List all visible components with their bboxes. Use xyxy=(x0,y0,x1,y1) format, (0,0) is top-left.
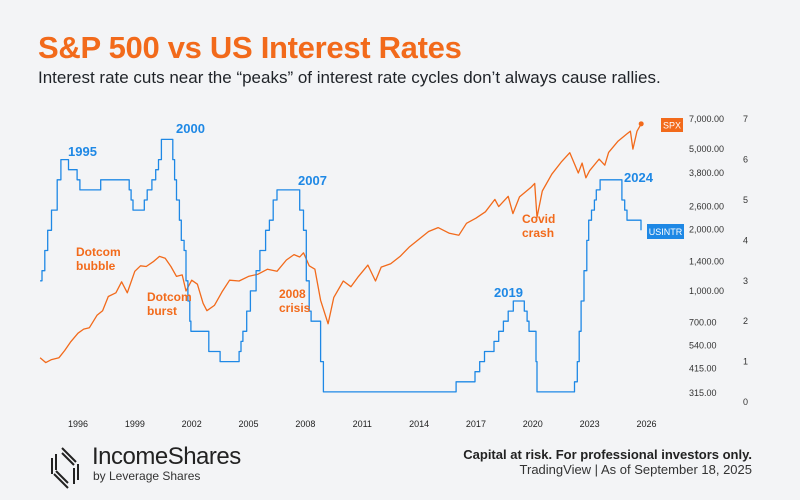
spx-axis-label: 1,000.00 xyxy=(689,286,724,296)
x-tick-label: 2008 xyxy=(295,419,315,429)
x-tick-label: 1999 xyxy=(125,419,145,429)
source-note: TradingView | As of September 18, 2025 xyxy=(519,462,752,477)
rate-axis-label: 3 xyxy=(743,276,748,286)
spx-tag-label: SPX xyxy=(663,121,681,131)
event-label: Covid crash xyxy=(522,212,555,240)
brand-name: IncomeShares xyxy=(92,443,241,470)
x-tick-label: 2011 xyxy=(353,419,372,429)
event-label: Dotcom bubble xyxy=(76,245,121,273)
rate-axis-label: 7 xyxy=(743,114,748,124)
spx-axis-label: 540.00 xyxy=(689,340,717,350)
event-label: 2008 crisis xyxy=(279,287,311,315)
spx-line xyxy=(39,123,642,364)
spx-axis-label: 5,000.00 xyxy=(689,144,724,154)
rate-axis-label: 0 xyxy=(743,397,748,407)
rate-peak-label: 2000 xyxy=(176,121,205,136)
spx-last-point xyxy=(638,121,644,127)
page-subtitle: Interest rate cuts near the “peaks” of i… xyxy=(38,68,661,87)
page-title: S&P 500 vs US Interest Rates xyxy=(38,30,462,65)
event-label: Dotcom burst xyxy=(147,290,192,318)
rate-peak-label: 2019 xyxy=(494,285,523,300)
spx-axis-label: 7,000.00 xyxy=(689,114,724,124)
brand-subtitle: by Leverage Shares xyxy=(93,469,201,483)
usintr-tag xyxy=(647,224,684,239)
rate-axis-label: 6 xyxy=(743,155,748,165)
spx-axis-label: 700.00 xyxy=(689,318,717,328)
spx-axis-label: 2,600.00 xyxy=(689,202,724,212)
disclaimer: Capital at risk. For professional invest… xyxy=(463,447,752,462)
spx-tag xyxy=(661,118,683,132)
rate-peak-label: 2007 xyxy=(298,173,327,188)
spx-axis-label: 3,800.00 xyxy=(689,168,724,178)
x-tick-label: 1996 xyxy=(68,419,88,429)
x-tick-label: 2026 xyxy=(636,419,656,429)
rate-peak-label: 2024 xyxy=(624,170,654,185)
rate-axis-label: 5 xyxy=(743,195,748,205)
rate-peak-label: 1995 xyxy=(68,144,97,159)
x-tick-label: 2002 xyxy=(182,419,202,429)
x-tick-label: 2014 xyxy=(409,419,429,429)
rate-axis-label: 4 xyxy=(743,235,748,245)
x-tick-label: 2017 xyxy=(466,419,486,429)
x-tick-label: 2005 xyxy=(239,419,259,429)
rate-axis-label: 1 xyxy=(743,357,748,367)
x-tick-label: 2023 xyxy=(580,419,600,429)
incomeshares-logo-icon xyxy=(51,447,79,489)
spx-axis-label: 315.00 xyxy=(689,388,717,398)
spx-axis-label: 2,000.00 xyxy=(689,225,724,235)
x-tick-label: 2020 xyxy=(523,419,543,429)
rate-axis-label: 2 xyxy=(743,316,748,326)
usintr-tag-label: USINTR xyxy=(649,227,683,237)
usintr-line xyxy=(40,138,642,393)
spx-axis-label: 415.00 xyxy=(689,364,717,374)
spx-axis-label: 1,400.00 xyxy=(689,256,724,266)
